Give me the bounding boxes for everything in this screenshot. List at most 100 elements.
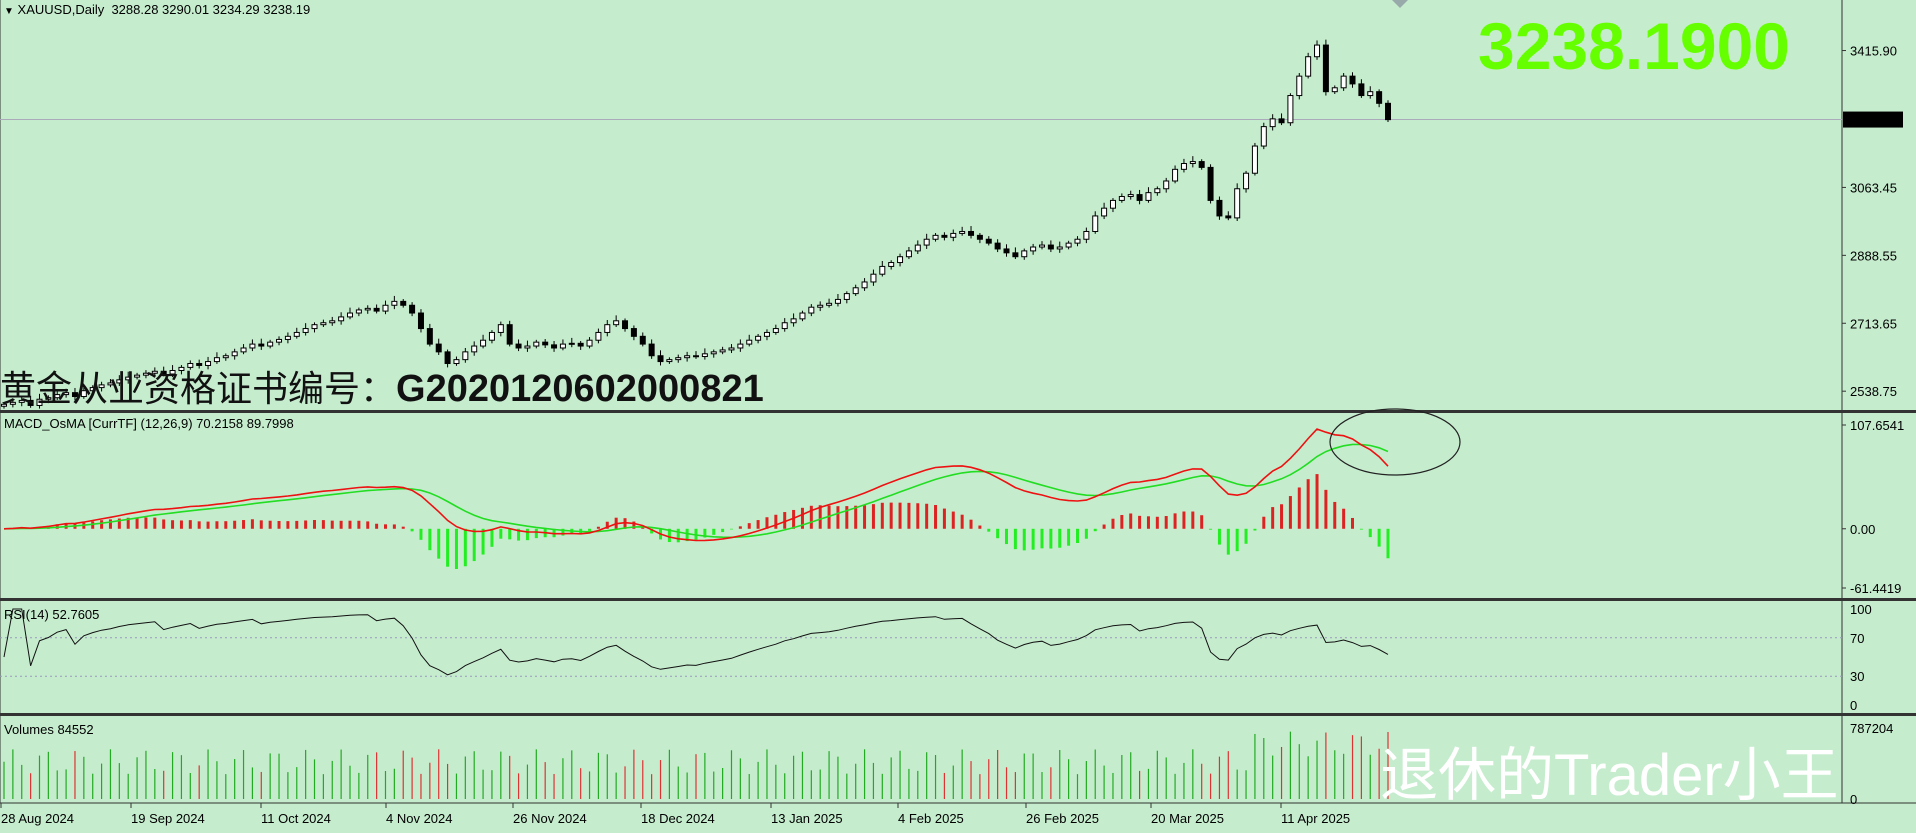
candle xyxy=(1234,188,1241,219)
rsi-axis-label: 0 xyxy=(1850,698,1857,713)
candle xyxy=(524,345,531,349)
candle xyxy=(577,342,584,347)
candle xyxy=(586,339,593,347)
time-axis-label: 26 Feb 2025 xyxy=(1026,811,1099,826)
candle xyxy=(1,403,7,407)
candle xyxy=(1322,44,1329,93)
candle xyxy=(302,328,309,333)
candle xyxy=(45,397,52,400)
candle xyxy=(89,387,96,392)
candle xyxy=(595,331,602,341)
price-axis-label: 3415.90 xyxy=(1850,44,1897,59)
macd-signal-line xyxy=(3,443,1389,539)
candle xyxy=(666,359,673,363)
candle xyxy=(959,230,966,234)
candle xyxy=(852,287,859,295)
candle xyxy=(879,265,886,275)
ohlc-values: 3288.28 3290.01 3234.29 3238.19 xyxy=(111,2,311,17)
big-price-display: 3238.1900 xyxy=(1478,9,1790,83)
candle xyxy=(488,331,495,341)
candle xyxy=(799,312,806,320)
candle xyxy=(533,341,540,347)
candle xyxy=(142,372,149,376)
candle xyxy=(1251,145,1258,174)
candle xyxy=(1180,163,1187,170)
candle xyxy=(648,343,655,357)
candle xyxy=(968,230,975,236)
current-price-tag xyxy=(1843,111,1903,128)
candle xyxy=(1145,192,1152,201)
candle xyxy=(790,318,797,324)
candle xyxy=(435,343,442,353)
candle xyxy=(1367,91,1374,97)
candle xyxy=(329,320,336,324)
candle xyxy=(515,343,522,349)
candle xyxy=(559,343,566,349)
candle xyxy=(719,349,726,353)
pane-separator[interactable] xyxy=(0,713,1916,716)
candle xyxy=(409,304,416,314)
candle xyxy=(71,392,78,398)
candle xyxy=(914,244,921,252)
candle xyxy=(347,312,353,318)
candle xyxy=(932,234,939,240)
candle xyxy=(169,370,176,375)
candle xyxy=(675,357,682,361)
candle xyxy=(107,382,114,386)
candle xyxy=(1305,56,1312,77)
candle xyxy=(1056,246,1063,250)
candle xyxy=(1314,44,1321,58)
time-axis-label: 4 Nov 2024 xyxy=(386,811,453,826)
pane-separator[interactable] xyxy=(0,598,1916,601)
candle xyxy=(373,307,380,312)
candle xyxy=(1109,199,1116,209)
candle xyxy=(568,342,575,345)
time-axis-label: 18 Dec 2024 xyxy=(641,811,715,826)
candle xyxy=(826,302,833,306)
candle xyxy=(888,262,895,267)
candle xyxy=(213,357,220,363)
candle xyxy=(1172,168,1179,182)
candle xyxy=(834,298,841,304)
time-axis-label: 19 Sep 2024 xyxy=(131,811,205,826)
macd-pane-title: MACD_OsMA [CurrTF] (12,26,9) 70.2158 89.… xyxy=(4,416,294,431)
time-axis-label: 4 Feb 2025 xyxy=(898,811,964,826)
candle xyxy=(249,343,256,349)
candle xyxy=(497,324,504,333)
certificate-number: G202012060200082​1 xyxy=(396,368,764,410)
macd-axis-label: -61.4419 xyxy=(1850,581,1901,596)
candle xyxy=(222,355,229,359)
volume-axis-label: 0 xyxy=(1850,792,1857,807)
candle xyxy=(417,312,424,330)
pane-separator[interactable] xyxy=(0,410,1916,413)
price-axis-label: 3063.45 xyxy=(1850,180,1897,195)
candle xyxy=(1012,252,1019,258)
candle xyxy=(80,390,87,398)
time-axis-label: 11 Apr 2025 xyxy=(1281,811,1350,826)
candle xyxy=(870,273,877,283)
collapse-arrow-icon[interactable]: ▼ xyxy=(4,6,14,17)
candle xyxy=(27,399,34,406)
time-axis-label: 20 Mar 2025 xyxy=(1151,811,1224,826)
candle xyxy=(311,324,318,330)
rsi-axis-label: 70 xyxy=(1850,631,1864,646)
time-axis-label: 26 Nov 2024 xyxy=(513,811,587,826)
macd-axis-label: 107.6541 xyxy=(1850,418,1904,433)
candle xyxy=(657,355,664,363)
candle xyxy=(763,331,770,337)
candle xyxy=(444,351,451,365)
period-marker-icon xyxy=(1392,0,1408,8)
candle xyxy=(293,331,300,337)
candle xyxy=(1047,244,1054,250)
candle xyxy=(1296,75,1303,97)
candle xyxy=(18,399,25,403)
candle xyxy=(1269,118,1276,128)
candle xyxy=(1030,246,1037,252)
candle xyxy=(1207,166,1214,201)
crossover-annotation-ellipse xyxy=(1329,408,1461,476)
candle xyxy=(737,343,744,349)
macd-main-line xyxy=(3,428,1389,542)
candle xyxy=(551,344,558,349)
candle xyxy=(1349,75,1356,85)
